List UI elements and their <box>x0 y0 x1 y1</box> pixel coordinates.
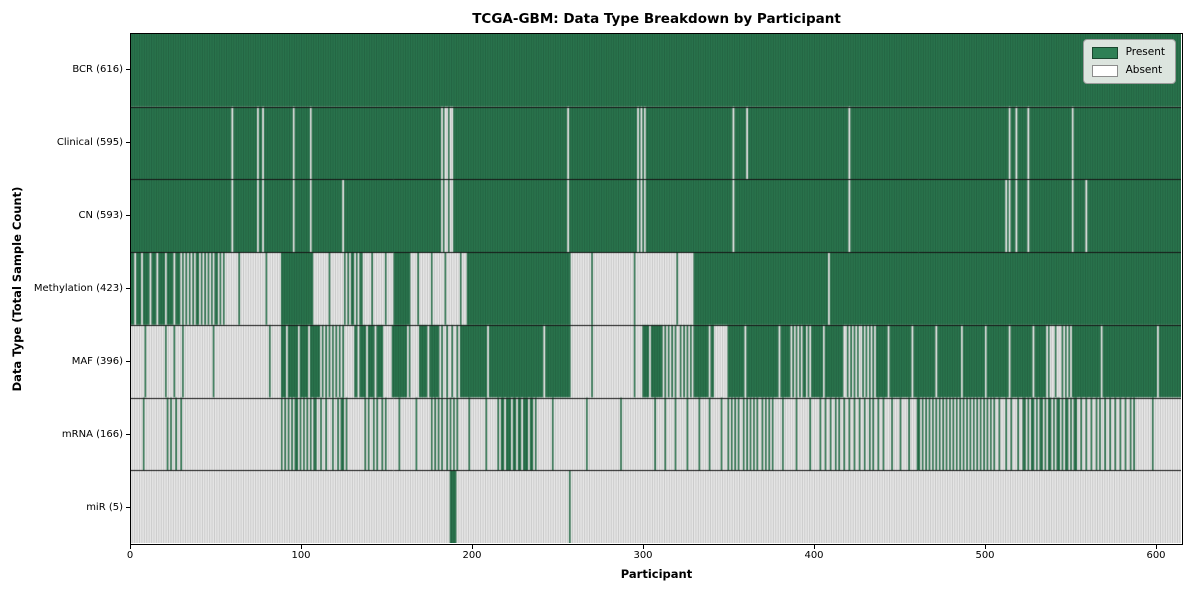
y-tick-mark <box>126 142 130 143</box>
x-tick-label: 500 <box>975 550 995 561</box>
y-tick-mark <box>126 69 130 70</box>
row-label-clinical: Clinical (595) <box>56 137 123 148</box>
x-tick-mark <box>643 545 644 549</box>
row-label-mir: miR (5) <box>86 502 123 513</box>
x-tick-label: 600 <box>1146 550 1166 561</box>
legend-item-absent: Absent <box>1091 64 1165 77</box>
legend-item-present: Present <box>1091 46 1165 59</box>
x-tick-mark <box>1156 545 1157 549</box>
x-axis-title: Participant <box>620 567 693 581</box>
present-swatch-icon <box>1091 46 1118 59</box>
absent-swatch-icon <box>1091 64 1118 77</box>
y-tick-mark <box>126 507 130 508</box>
row-label-bcr: BCR (616) <box>72 64 123 75</box>
y-tick-mark <box>126 288 130 289</box>
x-tick-label: 400 <box>804 550 824 561</box>
row-label-methylation: Methylation (423) <box>33 283 123 294</box>
x-tick-mark <box>472 545 473 549</box>
y-tick-mark <box>126 361 130 362</box>
x-tick-mark <box>814 545 815 549</box>
x-tick-label: 200 <box>462 550 482 561</box>
chart-title: TCGA-GBM: Data Type Breakdown by Partici… <box>472 11 841 27</box>
x-tick-label: 0 <box>126 550 134 561</box>
plot-area: Present Absent <box>130 33 1183 545</box>
legend-label-absent: Absent <box>1125 64 1163 76</box>
row-label-mrna: mRNA (166) <box>61 429 123 440</box>
x-tick-label: 300 <box>633 550 653 561</box>
x-tick-mark <box>130 545 131 549</box>
x-tick-label: 100 <box>291 550 311 561</box>
legend: Present Absent <box>1082 39 1176 84</box>
y-tick-mark <box>126 434 130 435</box>
row-label-maf: MAF (396) <box>71 356 123 367</box>
row-label-cn: CN (593) <box>78 210 123 221</box>
y-tick-mark <box>126 215 130 216</box>
heatmap-canvas <box>131 34 1181 543</box>
x-tick-mark <box>985 545 986 549</box>
x-tick-mark <box>301 545 302 549</box>
legend-label-present: Present <box>1125 46 1165 58</box>
